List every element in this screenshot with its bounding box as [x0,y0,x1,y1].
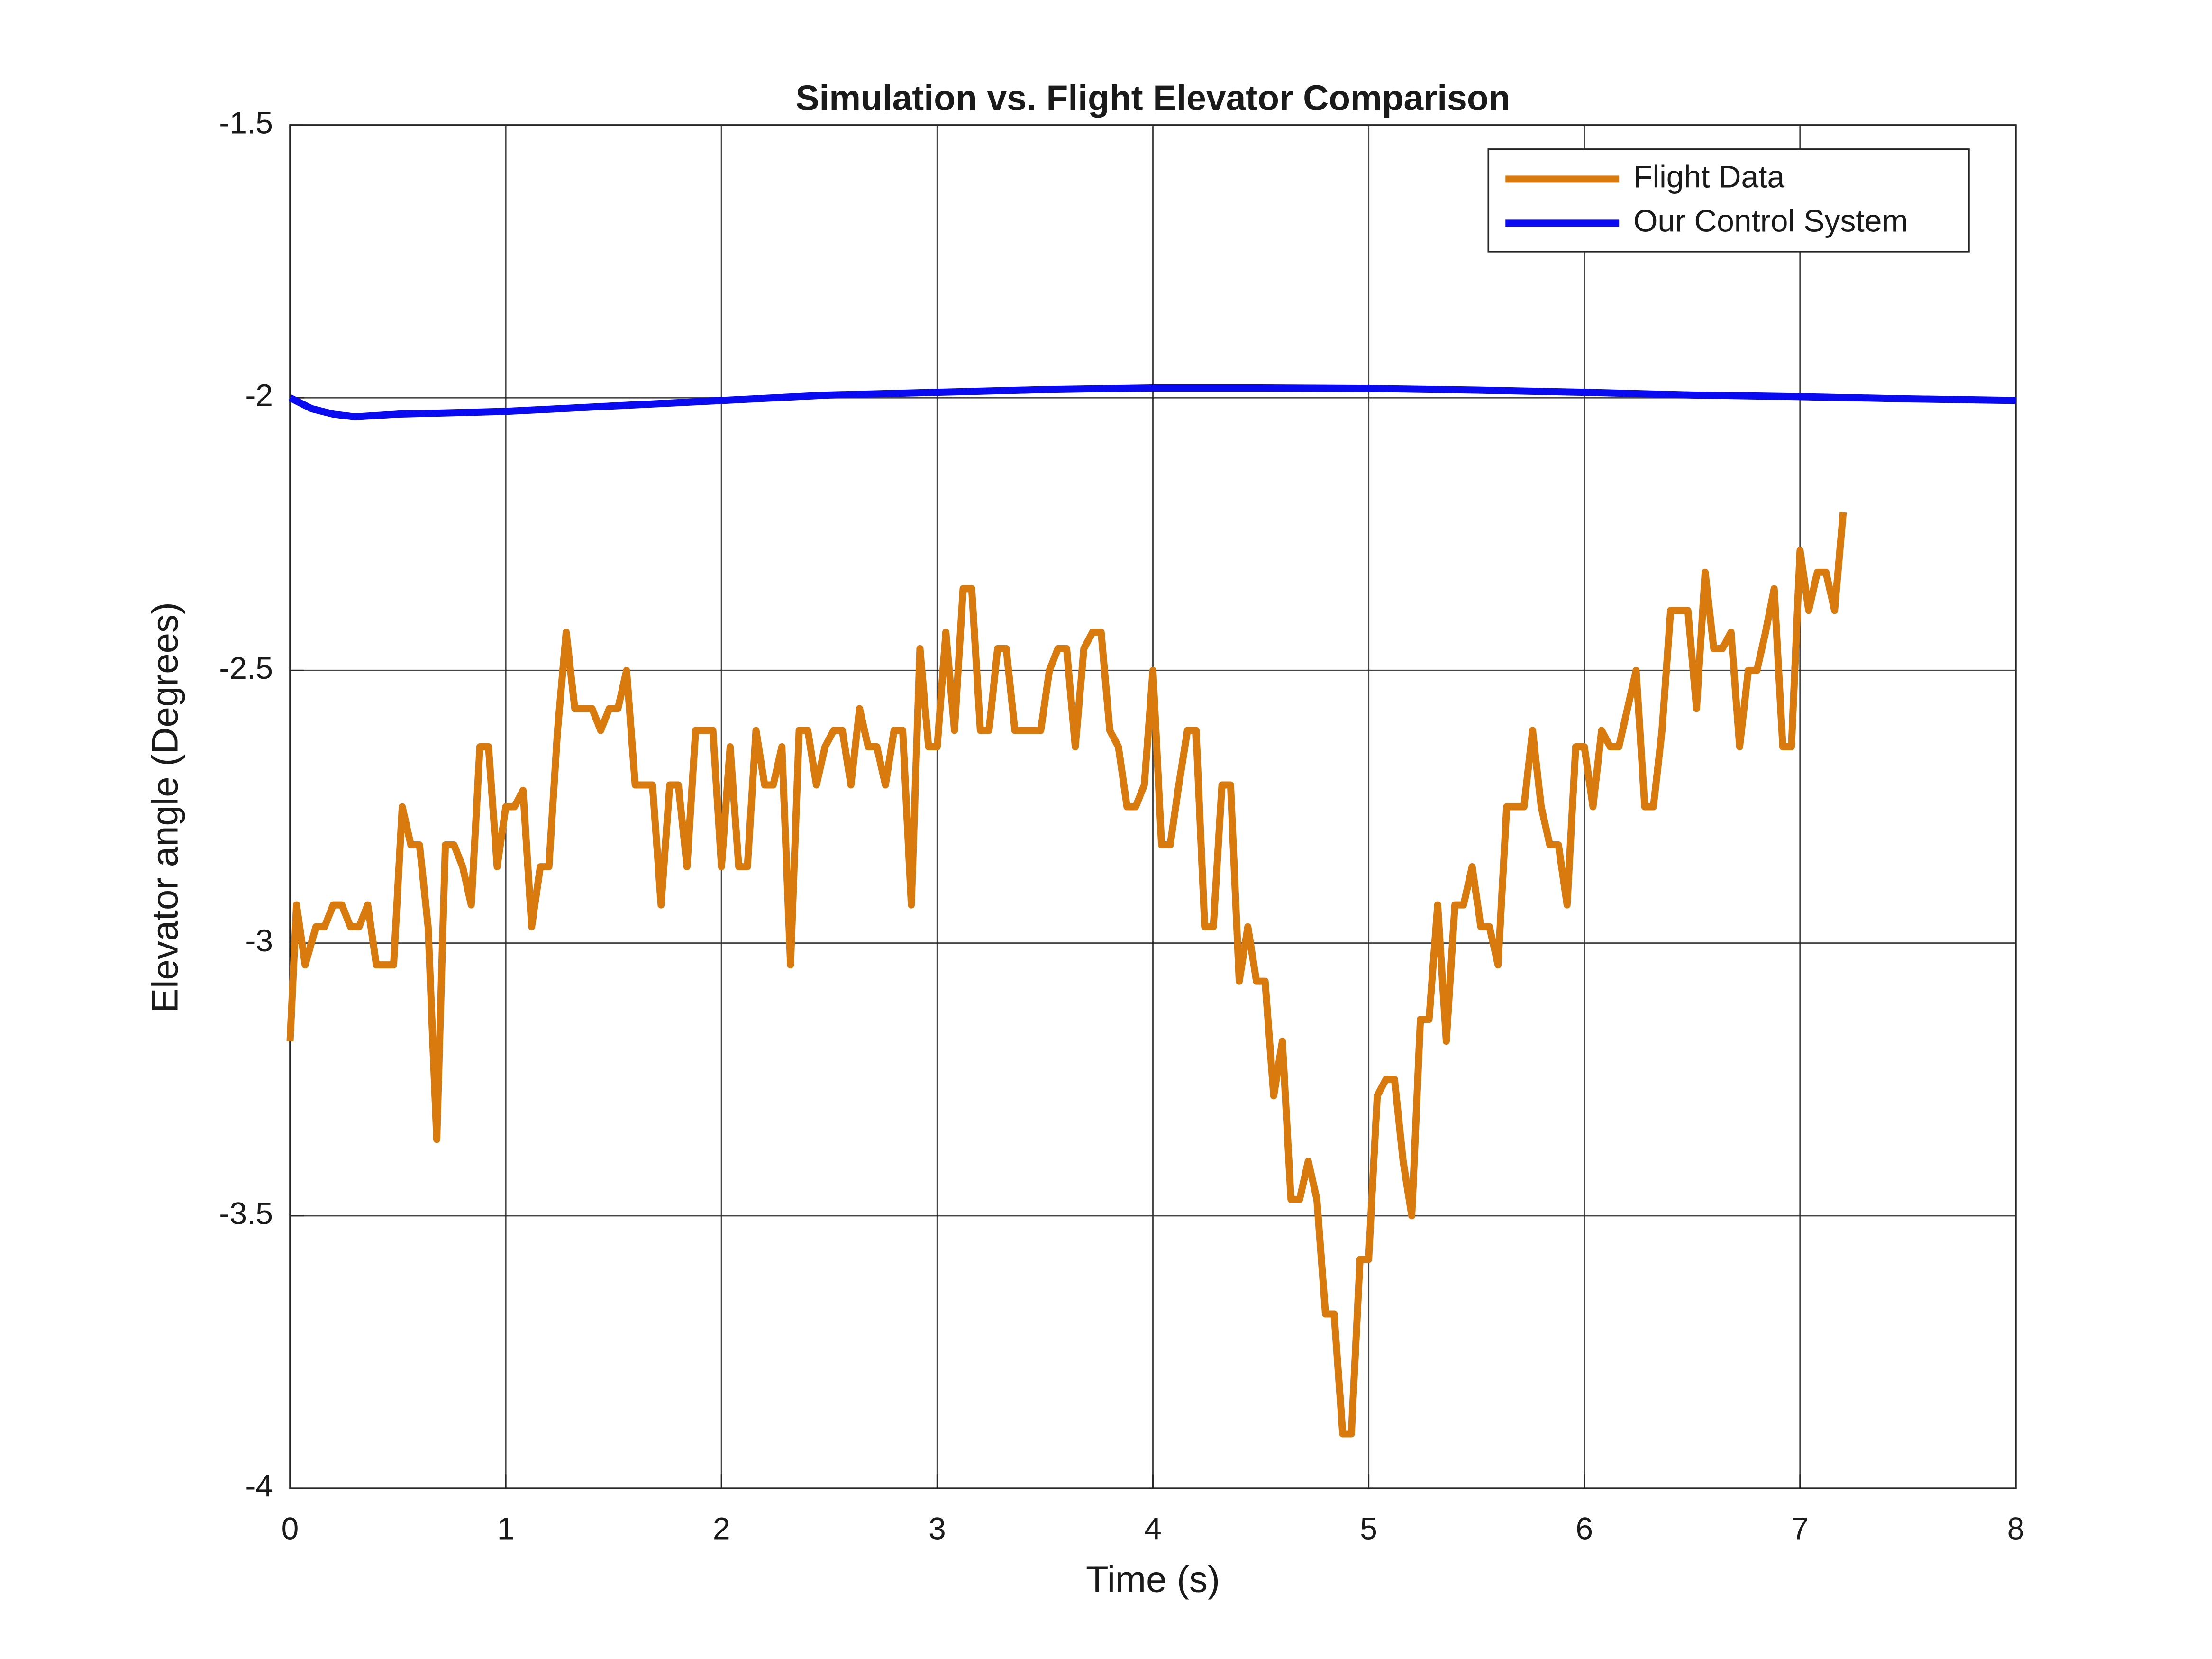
y-tick-label: -3 [245,923,273,958]
x-tick-label: 2 [713,1511,730,1546]
y-tick-label: -1.5 [219,105,273,140]
line-series [286,512,1847,1438]
y-tick-label: -3.5 [219,1195,273,1231]
x-tick-label: 6 [1575,1511,1593,1546]
x-tick-label: 5 [1360,1511,1377,1546]
x-tick-label: 1 [497,1511,515,1546]
x-tick-label: 8 [2007,1511,2025,1546]
x-axis-label: Time (s) [1086,1559,1220,1600]
legend-box [1487,148,1970,253]
chart-title: Simulation vs. Flight Elevator Compariso… [795,78,1510,118]
line-series [288,384,2016,420]
y-tick-label: -2 [245,378,273,413]
x-tick-label: 4 [1144,1511,1162,1546]
legend-label: Our Control System [1633,203,1908,238]
plot-frame [289,124,2017,1489]
x-tick-label: 3 [928,1511,946,1546]
y-axis-label: Elevator angle (Degrees) [144,602,186,1013]
y-tick-label: -4 [245,1468,273,1504]
y-tick-label: -2.5 [219,650,273,685]
x-tick-label: 7 [1791,1511,1809,1546]
legend-label: Flight Data [1633,159,1784,194]
x-tick-label: 0 [282,1511,299,1546]
